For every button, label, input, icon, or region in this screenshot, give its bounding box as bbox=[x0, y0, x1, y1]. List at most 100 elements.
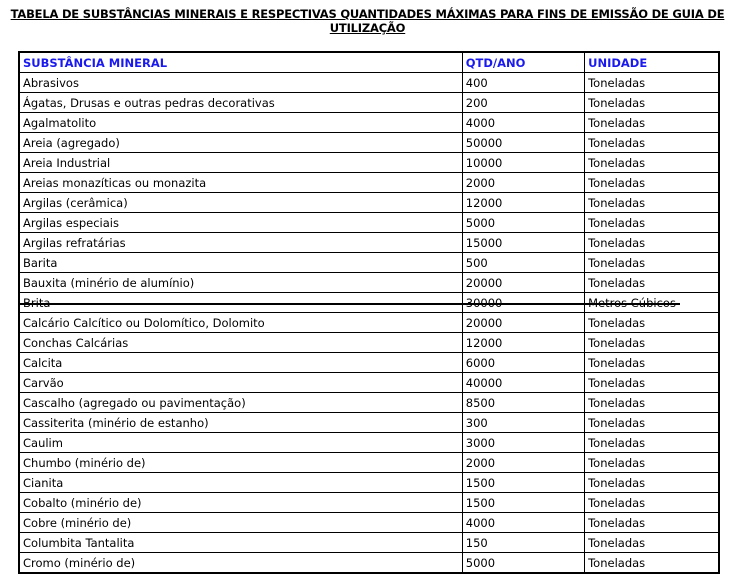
table-row: Abrasivos 400 Toneladas bbox=[18, 72, 720, 93]
substance-cell: Bauxita (minério de alumínio) bbox=[18, 272, 463, 293]
header-quantity: QTD/ANO bbox=[461, 51, 586, 73]
table-row: Cromo (minério de) 5000 Toneladas bbox=[18, 552, 720, 574]
table-row: Agalmatolito 4000 Toneladas bbox=[18, 112, 720, 133]
table-row: Areia Industrial 10000 Toneladas bbox=[18, 152, 720, 173]
unit-cell: Toneladas bbox=[584, 212, 720, 233]
unit-cell: Toneladas bbox=[584, 252, 720, 273]
unit-cell: Toneladas bbox=[584, 272, 720, 293]
substance-cell: Cromo (minério de) bbox=[18, 552, 463, 574]
table-row: Cobre (minério de) 4000 Toneladas bbox=[18, 512, 720, 533]
table-row: Carvão 40000 Toneladas bbox=[18, 372, 720, 393]
table-header-row: SUBSTÂNCIA MINERAL QTD/ANO UNIDADE bbox=[18, 51, 720, 73]
substance-cell: Argilas refratárias bbox=[18, 232, 463, 253]
quantity-cell: 3000 bbox=[461, 432, 586, 453]
substance-cell: Caulim bbox=[18, 432, 463, 453]
substance-cell: Cianita bbox=[18, 472, 463, 493]
quantity-cell: 12000 bbox=[461, 332, 586, 353]
unit-cell: Toneladas bbox=[584, 192, 720, 213]
unit-cell: Toneladas bbox=[584, 432, 720, 453]
document-title: TABELA DE SUBSTÂNCIAS MINERAIS E RESPECT… bbox=[10, 7, 725, 35]
unit-cell: Toneladas bbox=[584, 172, 720, 193]
substance-cell: Calcário Calcítico ou Dolomítico, Dolomi… bbox=[18, 312, 463, 333]
table-row: Cassiterita (minério de estanho) 300 Tonel… bbox=[18, 412, 720, 433]
quantity-cell: 150 bbox=[461, 532, 586, 553]
unit-cell: Toneladas bbox=[584, 332, 720, 353]
table-row: Calcita 6000 Toneladas bbox=[18, 352, 720, 373]
quantity-cell: 10000 bbox=[461, 152, 586, 173]
substance-cell: Argilas especiais bbox=[18, 212, 463, 233]
table-row: Areia (agregado) 50000 Toneladas bbox=[18, 132, 720, 153]
quantity-cell: 2000 bbox=[461, 452, 586, 473]
quantity-cell: 4000 bbox=[461, 512, 586, 533]
quantity-cell: 400 bbox=[461, 72, 586, 93]
table-row: Cobalto (minério de) 1500 Toneladas bbox=[18, 492, 720, 513]
quantity-cell: 15000 bbox=[461, 232, 586, 253]
unit-cell: Toneladas bbox=[584, 152, 720, 173]
unit-cell: Toneladas bbox=[584, 72, 720, 93]
substance-cell: Calcita bbox=[18, 352, 463, 373]
table-row: Cascalho (agregado ou pavimentação) 8500 T… bbox=[18, 392, 720, 413]
substance-cell: Barita bbox=[18, 252, 463, 273]
substance-cell: Conchas Calcárias bbox=[18, 332, 463, 353]
quantity-cell: 2000 bbox=[461, 172, 586, 193]
unit-cell: Toneladas bbox=[584, 132, 720, 153]
unit-cell: Toneladas bbox=[584, 372, 720, 393]
quantity-cell: 8500 bbox=[461, 392, 586, 413]
substance-cell: Cassiterita (minério de estanho) bbox=[18, 412, 463, 433]
quantity-cell: 4000 bbox=[461, 112, 586, 133]
unit-cell: Toneladas bbox=[584, 92, 720, 113]
unit-cell: Toneladas bbox=[584, 452, 720, 473]
table-row: Argilas refratárias 15000 Toneladas bbox=[18, 232, 720, 253]
unit-cell: Toneladas bbox=[584, 472, 720, 493]
table-row: Bauxita (minério de alumínio) 20000 Tonela… bbox=[18, 272, 720, 293]
substance-cell: Carvão bbox=[18, 372, 463, 393]
substance-cell: Chumbo (minério de) bbox=[18, 452, 463, 473]
quantity-cell: 5000 bbox=[461, 552, 586, 574]
minerals-table: SUBSTÂNCIA MINERAL QTD/ANO UNIDADE Abras… bbox=[18, 51, 720, 574]
header-unit: UNIDADE bbox=[584, 51, 720, 73]
unit-cell: Toneladas bbox=[584, 552, 720, 574]
unit-cell: Toneladas bbox=[584, 512, 720, 533]
quantity-cell: 6000 bbox=[461, 352, 586, 373]
unit-cell: Toneladas bbox=[584, 532, 720, 553]
unit-cell: Toneladas bbox=[584, 412, 720, 433]
quantity-cell: 300 bbox=[461, 412, 586, 433]
table-row: Columbita Tantalita 150 Toneladas bbox=[18, 532, 720, 553]
quantity-cell: 50000 bbox=[461, 132, 586, 153]
quantity-cell: 200 bbox=[461, 92, 586, 113]
substance-cell: Cobalto (minério de) bbox=[18, 492, 463, 513]
quantity-cell: 40000 bbox=[461, 372, 586, 393]
unit-cell: Toneladas bbox=[584, 232, 720, 253]
header-substance: SUBSTÂNCIA MINERAL bbox=[18, 51, 463, 73]
unit-cell: Toneladas bbox=[584, 312, 720, 333]
quantity-cell: 5000 bbox=[461, 212, 586, 233]
unit-cell: Toneladas bbox=[584, 352, 720, 373]
quantity-cell: 1500 bbox=[461, 472, 586, 493]
table-row: Calcário Calcítico ou Dolomítico, Dolomi… bbox=[18, 312, 720, 333]
unit-cell: Toneladas bbox=[584, 392, 720, 413]
substance-cell: Areias monazíticas ou monazita bbox=[18, 172, 463, 193]
table-row: Argilas especiais 5000 Toneladas bbox=[18, 212, 720, 233]
unit-cell: Toneladas bbox=[584, 112, 720, 133]
table-row: Chumbo (minério de) 2000 Toneladas bbox=[18, 452, 720, 473]
substance-cell: Abrasivos bbox=[18, 72, 463, 93]
table-row: Ágatas, Drusas e outras pedras decorativ… bbox=[18, 92, 720, 113]
table-row: Cianita 1500 Toneladas bbox=[18, 472, 720, 493]
substance-cell: Areia (agregado) bbox=[18, 132, 463, 153]
substance-cell: Argilas (cerâmica) bbox=[18, 192, 463, 213]
table-row: Conchas Calcárias 12000 Toneladas bbox=[18, 332, 720, 353]
strikethrough-line bbox=[20, 303, 680, 305]
quantity-cell: 500 bbox=[461, 252, 586, 273]
substance-cell: Cobre (minério de) bbox=[18, 512, 463, 533]
substance-cell: Cascalho (agregado ou pavimentação) bbox=[18, 392, 463, 413]
quantity-cell: 20000 bbox=[461, 272, 586, 293]
quantity-cell: 1500 bbox=[461, 492, 586, 513]
substance-cell: Agalmatolito bbox=[18, 112, 463, 133]
table-row: Caulim 3000 Toneladas bbox=[18, 432, 720, 453]
table-row: Argilas (cerâmica) 12000 Toneladas bbox=[18, 192, 720, 213]
table-row: Barita 500 Toneladas bbox=[18, 252, 720, 273]
table-row: Areias monazíticas ou monazita 2000 Tonela… bbox=[18, 172, 720, 193]
quantity-cell: 20000 bbox=[461, 312, 586, 333]
substance-cell: Columbita Tantalita bbox=[18, 532, 463, 553]
substance-cell: Ágatas, Drusas e outras pedras decorativ… bbox=[18, 92, 463, 113]
